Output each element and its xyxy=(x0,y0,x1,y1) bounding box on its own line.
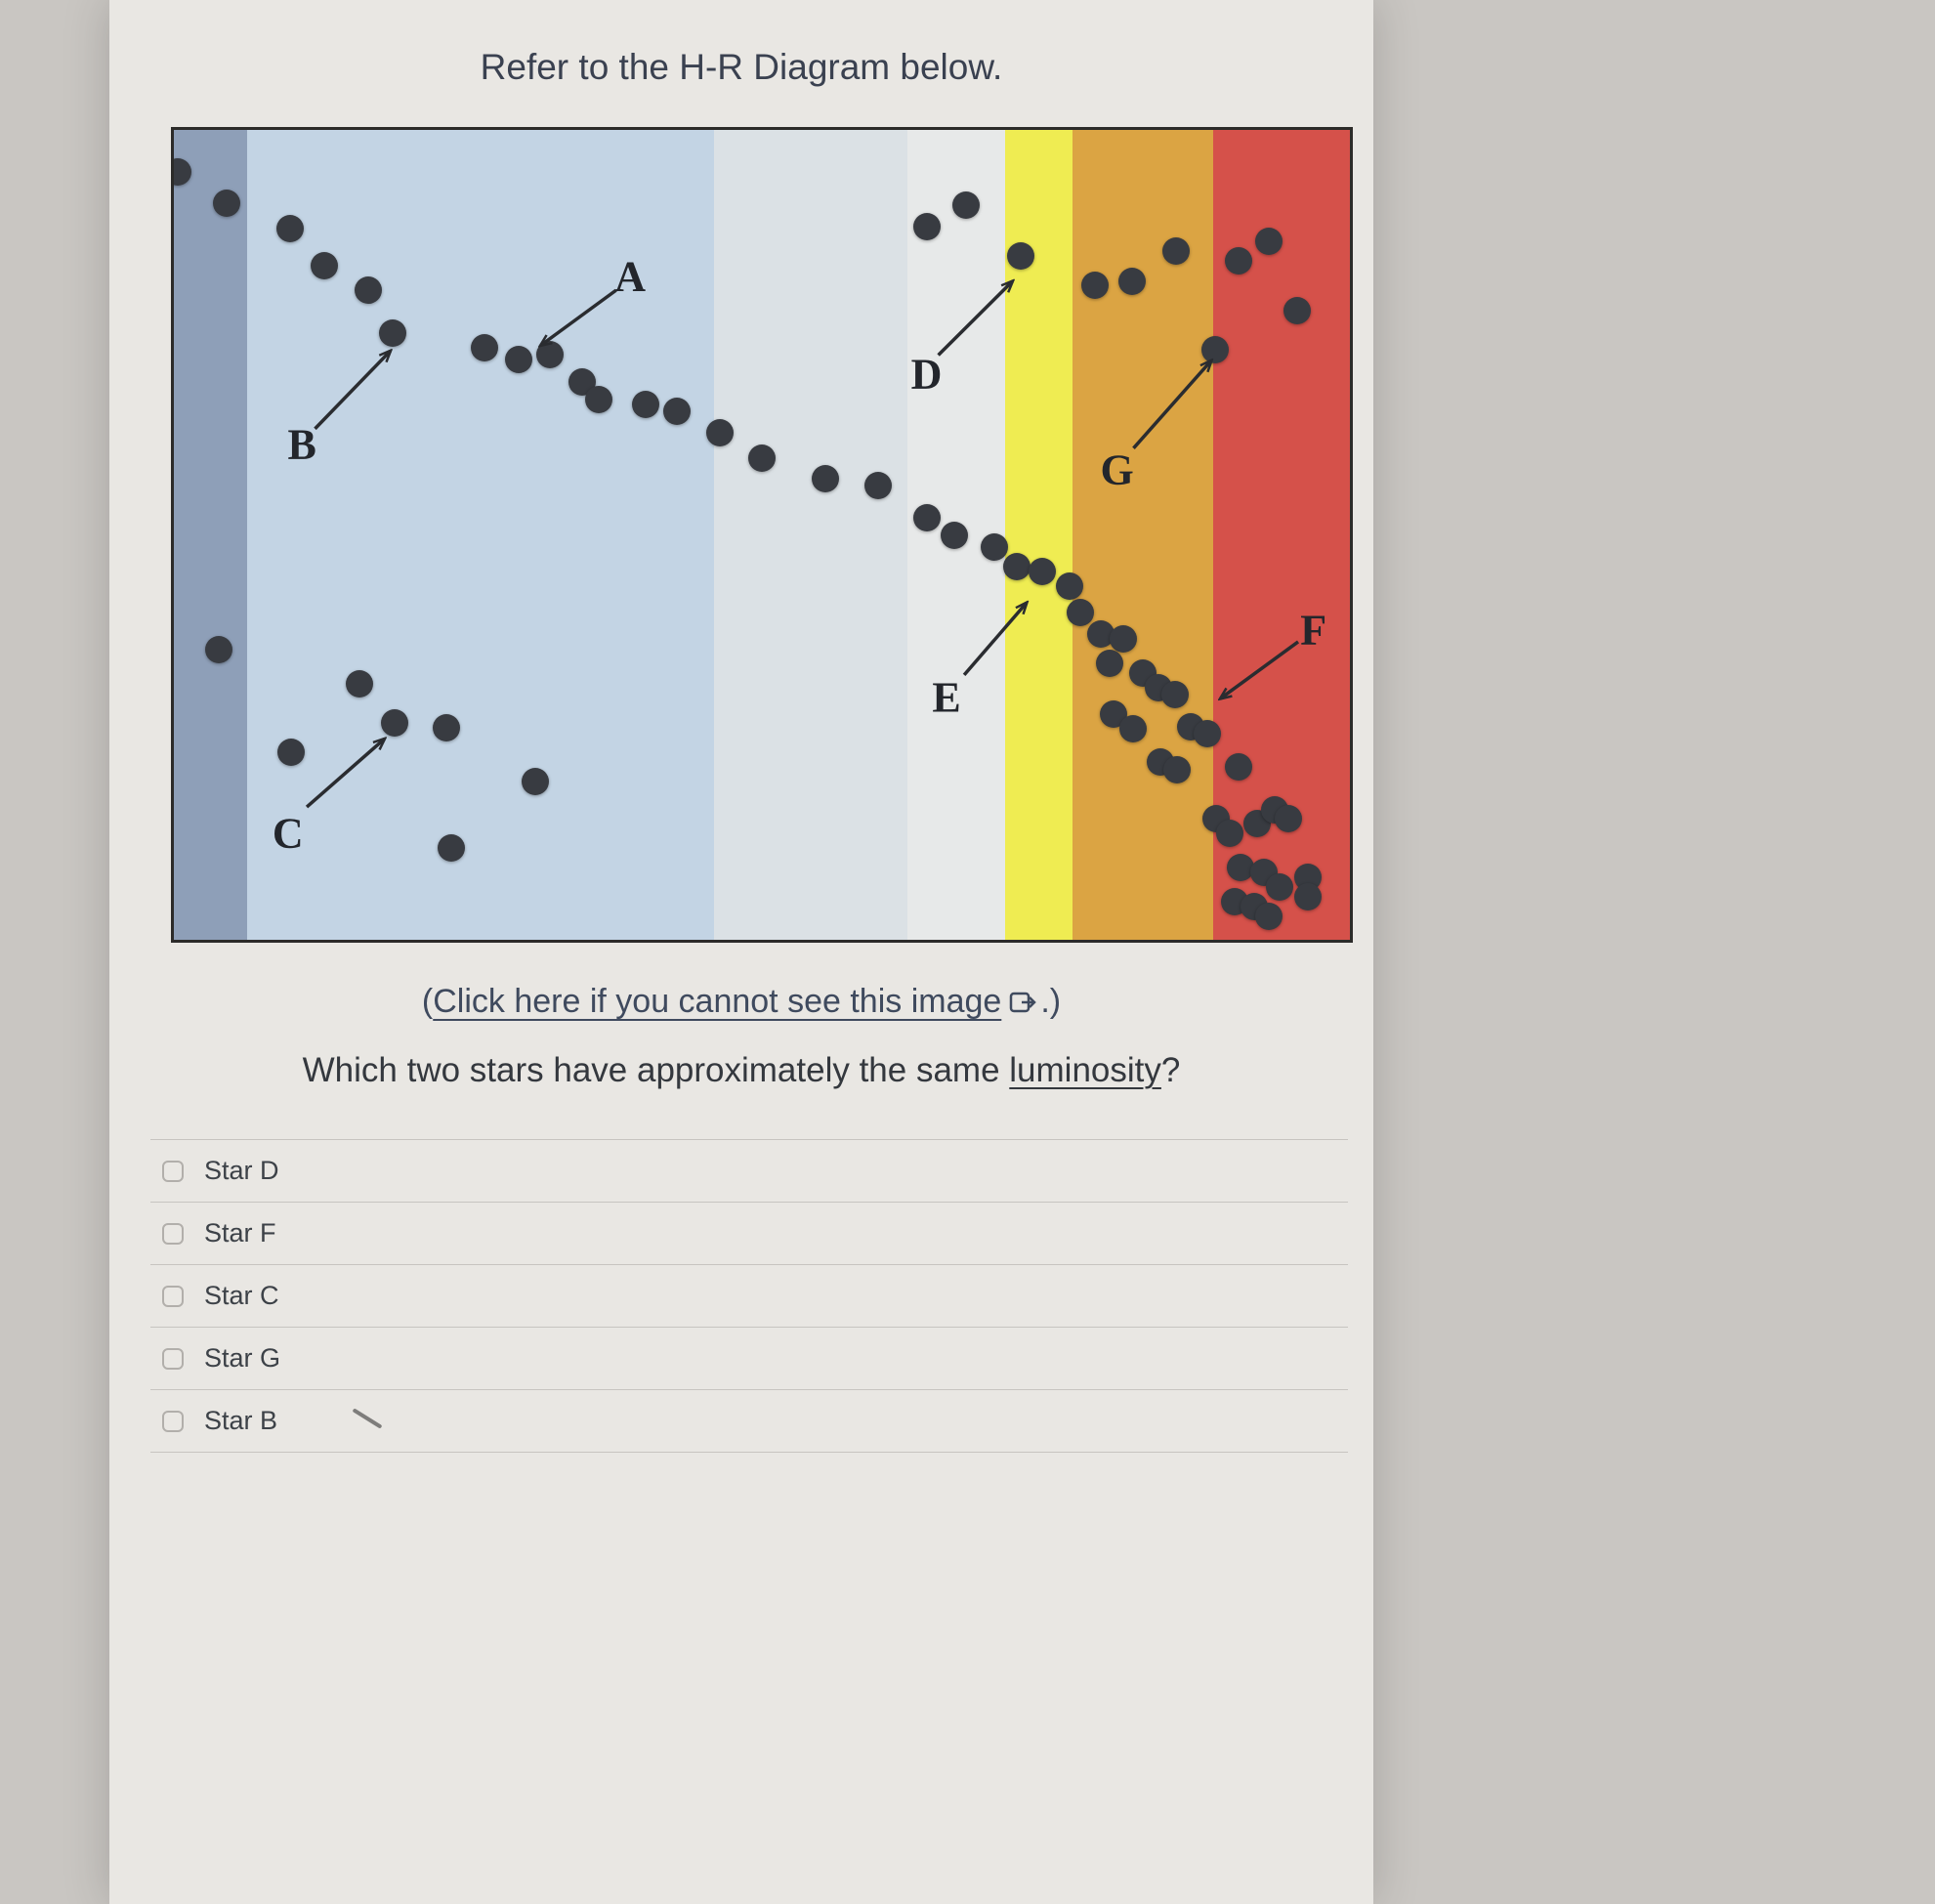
answer-option-star-g[interactable]: Star G xyxy=(150,1327,1348,1389)
star-dot xyxy=(378,319,406,348)
answer-option-star-b[interactable]: Star B xyxy=(150,1389,1348,1452)
answer-option-star-d[interactable]: Star D xyxy=(150,1139,1348,1202)
star-dot xyxy=(1067,599,1095,627)
star-dot xyxy=(311,252,339,280)
star-dot xyxy=(1200,335,1229,363)
star-dot xyxy=(276,215,305,243)
star-dot xyxy=(536,341,565,369)
star-dot xyxy=(1275,805,1303,833)
star-dot xyxy=(174,158,191,187)
star-dot xyxy=(1224,247,1252,275)
star-label-A: A xyxy=(614,252,647,301)
star-dot xyxy=(1006,242,1034,271)
star-dot xyxy=(1293,883,1322,911)
star-dot xyxy=(1194,719,1222,747)
star-dot xyxy=(1161,237,1190,266)
option-label: Star G xyxy=(204,1343,281,1373)
star-dot xyxy=(1265,873,1293,902)
star-dot xyxy=(748,444,776,472)
star-dot xyxy=(346,670,374,698)
question-prompt-title: Refer to the H-R Diagram below. xyxy=(480,47,1003,87)
spectral-band-pale-blue xyxy=(713,130,908,940)
star-dot xyxy=(433,713,461,741)
link-suffix: .) xyxy=(1040,983,1062,1020)
star-dot xyxy=(864,471,893,499)
image-fallback-link-line: (Click here if you cannot see this image… xyxy=(109,983,1373,1024)
star-dot xyxy=(354,276,382,305)
star-dot xyxy=(470,334,498,361)
option-checkbox[interactable] xyxy=(162,1160,184,1182)
star-label-B: B xyxy=(287,420,316,469)
star-dot xyxy=(1096,650,1124,678)
star-dot xyxy=(504,346,532,374)
spectral-band-orange xyxy=(1072,130,1214,940)
star-dot xyxy=(1227,854,1255,882)
hr-diagram: A B C D E F G xyxy=(171,127,1353,943)
star-dot xyxy=(631,391,659,419)
option-label: Star F xyxy=(204,1218,276,1248)
question-text: Which two stars have approximately the s… xyxy=(109,1051,1373,1090)
external-link-icon xyxy=(1009,986,1038,1024)
star-dot xyxy=(912,504,941,532)
star-dot xyxy=(981,532,1009,561)
image-fallback-link[interactable]: Click here if you cannot see this image xyxy=(433,983,1002,1020)
answer-option-star-f[interactable]: Star F xyxy=(150,1202,1348,1264)
star-dot xyxy=(705,419,734,447)
star-dot xyxy=(584,386,612,414)
star-dot xyxy=(1119,715,1148,743)
star-dot xyxy=(277,738,306,766)
star-dot xyxy=(204,636,232,664)
spectral-band-blue-gray xyxy=(174,130,247,940)
answer-options: Star D Star F Star C Star G Star B xyxy=(150,1139,1348,1453)
star-dot xyxy=(438,834,466,863)
star-label-D: D xyxy=(910,350,943,399)
star-dot xyxy=(1283,296,1311,324)
option-checkbox[interactable] xyxy=(162,1222,184,1245)
star-dot xyxy=(1163,755,1191,783)
question-after: ? xyxy=(1160,1051,1181,1089)
star-dot xyxy=(941,522,969,550)
option-checkbox[interactable] xyxy=(162,1347,184,1370)
answer-option-star-c[interactable]: Star C xyxy=(150,1264,1348,1327)
star-label-C: C xyxy=(272,809,304,858)
star-dot xyxy=(952,191,981,220)
star-dot xyxy=(663,397,692,425)
option-label: Star D xyxy=(204,1156,279,1185)
star-dot xyxy=(1254,902,1283,930)
question-before: Which two stars have approximately the s… xyxy=(302,1051,1010,1089)
star-dot xyxy=(1080,272,1109,300)
star-dot xyxy=(1003,552,1031,580)
star-dot xyxy=(1118,268,1147,296)
star-dot xyxy=(1109,625,1137,654)
star-dot xyxy=(1216,819,1244,847)
star-dot xyxy=(1028,557,1056,585)
star-label-F: F xyxy=(1300,606,1327,655)
star-dot xyxy=(381,708,409,737)
star-dot xyxy=(213,189,241,217)
link-prefix: ( xyxy=(421,983,434,1020)
star-label-G: G xyxy=(1100,445,1134,494)
star-dot xyxy=(1224,753,1252,782)
star-dot xyxy=(521,767,549,795)
star-dot xyxy=(912,213,941,241)
star-dot xyxy=(1160,680,1189,708)
option-checkbox[interactable] xyxy=(162,1410,184,1432)
star-dot xyxy=(1056,571,1084,600)
option-checkbox[interactable] xyxy=(162,1285,184,1307)
star-label-E: E xyxy=(932,673,961,722)
star-dot xyxy=(812,465,840,493)
option-label: Star C xyxy=(204,1281,279,1310)
option-label: Star B xyxy=(204,1406,278,1435)
star-dot xyxy=(1254,228,1283,256)
question-underlined-term: luminosity xyxy=(1009,1051,1161,1089)
